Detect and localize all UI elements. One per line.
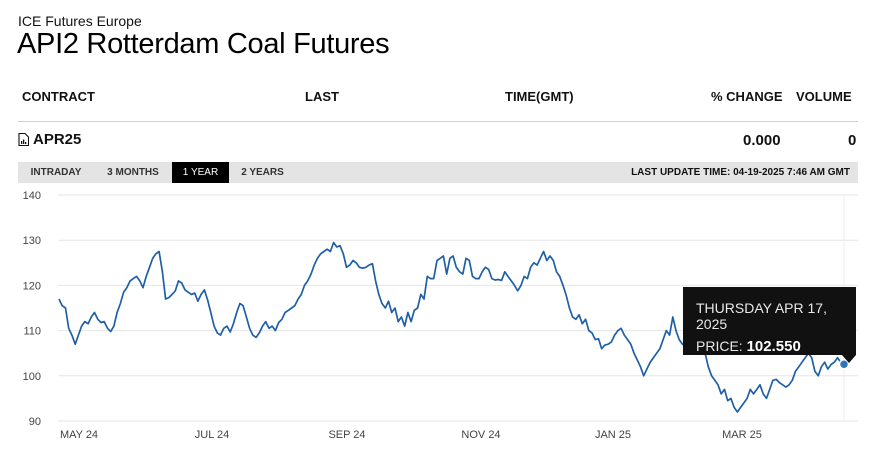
y-tick-label: 140 [23, 190, 41, 202]
x-tick-label: MAY 24 [60, 429, 98, 441]
last-update-time: LAST UPDATE TIME: 04-19-2025 7:46 AM GMT [631, 167, 850, 178]
y-tick-label: 90 [29, 416, 41, 428]
col-header-change: % CHANGE [711, 89, 783, 104]
volume-value: 0 [848, 132, 857, 149]
contract-name: APR25 [33, 131, 82, 148]
price-series-line [58, 241, 845, 413]
col-header-volume: VOLUME [796, 89, 852, 104]
x-tick-label: SEP 24 [328, 429, 365, 441]
y-tick-label: 110 [23, 326, 41, 338]
document-chart-icon [18, 132, 30, 147]
tab-3-months[interactable]: 3 MONTHS [107, 167, 159, 178]
tooltip-price-value: 102.550 [746, 338, 801, 355]
tooltip-date: THURSDAY APR 17, 2025 [696, 300, 827, 332]
tooltip-price: PRICE: 102.550 [696, 338, 856, 355]
col-header-contract: CONTRACT [22, 89, 95, 104]
col-header-time: TIME(GMT) [505, 89, 574, 104]
x-tick-label: NOV 24 [461, 429, 500, 441]
x-tick-label: JAN 25 [595, 429, 631, 441]
tooltip-pointer [842, 355, 856, 363]
tab-intraday[interactable]: INTRADAY [30, 167, 82, 178]
price-chart[interactable]: 90 100 110 120 130 140 MAY 24 JUL 24 SEP 24 NOV … [0, 186, 883, 454]
x-tick-label: JUL 24 [195, 429, 229, 441]
y-tick-label: 100 [23, 371, 41, 383]
price-tooltip: THURSDAY APR 17, 2025 PRICE: 102.550 [683, 287, 856, 363]
chart-grid [58, 194, 858, 422]
range-tabbar: INTRADAY 3 MONTHS 1 YEAR 2 YEARS LAST UP… [18, 162, 858, 183]
tooltip-price-label: PRICE: [696, 338, 743, 354]
header-divider [18, 121, 858, 122]
x-tick-label: MAR 25 [722, 429, 762, 441]
y-tick-label: 120 [23, 280, 41, 292]
page-title: API2 Rotterdam Coal Futures [17, 28, 390, 60]
tab-1-year[interactable]: 1 YEAR [172, 162, 229, 183]
change-value: 0.000 [743, 132, 781, 149]
y-tick-label: 130 [23, 235, 41, 247]
tab-2-years[interactable]: 2 YEARS [241, 167, 284, 178]
x-axis-ticks: MAY 24 JUL 24 SEP 24 NOV 24 JAN 25 MAR 25 [60, 429, 762, 441]
y-axis-ticks: 90 100 110 120 130 140 [23, 190, 41, 428]
col-header-last: LAST [305, 89, 339, 104]
exchange-name: ICE Futures Europe [18, 13, 142, 29]
contract-cell[interactable]: APR25 [18, 131, 81, 148]
